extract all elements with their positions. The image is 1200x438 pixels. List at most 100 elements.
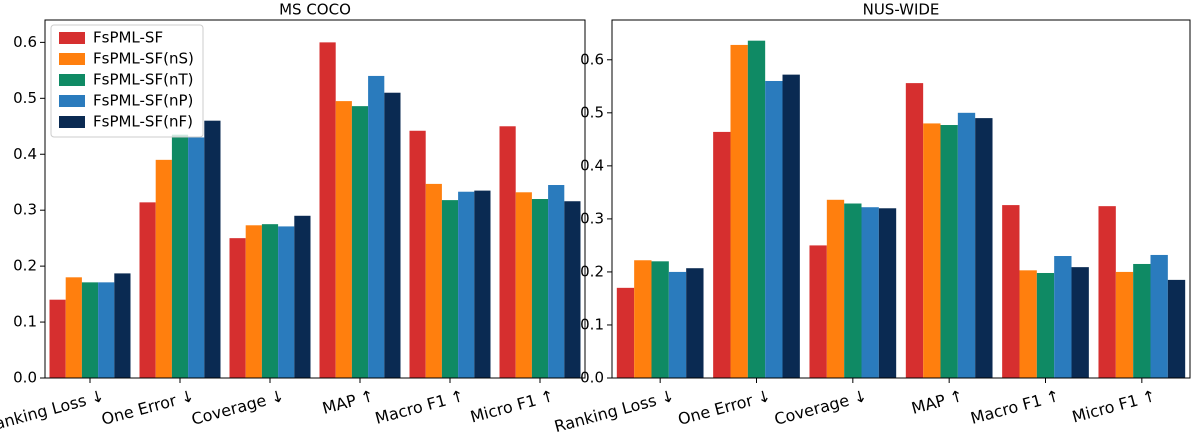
bar [1133,263,1151,378]
bar [351,106,369,379]
bar [98,282,115,378]
x-tick-label: Ranking Loss ↓ [552,386,676,436]
x-tick-label: Macro F1 ↑ [373,386,466,428]
bar [564,201,581,378]
bar [861,207,879,378]
x-tick-label: Macro F1 ↑ [969,386,1062,428]
chart-panel: MS COCO 0.0 0.1 0.2 0.3 0.4 0.5 0.6 Ranking Loss… [0,1,586,436]
bar [844,203,862,378]
y-tick-label: 0.3 [580,209,604,227]
x-tick-label: One Error ↓ [99,386,196,429]
y-tick-label: 0.1 [13,313,37,331]
y-tick-label: 0.5 [13,89,37,107]
bar [458,191,475,378]
bar [384,92,401,378]
bar [634,260,652,378]
bar [782,74,800,379]
bar [335,101,352,378]
legend-label: FsPML-SF(nP) [93,92,193,110]
bar [548,185,565,378]
bar [515,192,532,378]
bar [1036,272,1055,378]
y-tick-label: 0.1 [580,315,604,333]
bar [826,199,845,378]
plot-frame [611,19,1191,379]
chart-title: NUS-WIDE [863,1,940,19]
legend-label: FsPML-SF(nT) [93,71,193,89]
x-tick-label: Coverage ↓ [189,386,286,429]
legend-swatch [59,116,85,128]
bar [940,125,958,378]
legend-swatch [59,53,85,65]
y-tick-label: 0.2 [580,262,604,280]
y-tick-label: 0.5 [580,103,604,121]
bar [188,137,205,378]
bar [905,83,924,378]
bar [975,118,993,378]
bar [668,271,687,378]
bar [1071,267,1089,378]
bar [499,126,516,378]
bar [229,238,246,378]
bar [616,287,635,378]
legend-box [50,24,204,138]
bar [730,44,748,379]
y-tick-label: 0.3 [13,201,37,219]
bar [155,159,172,378]
bar [686,268,704,378]
chart-panel: NUS-WIDE 0.0 0.1 0.2 0.3 0.4 0.5 0.6 Ranking Los… [552,1,1191,436]
bar [81,282,99,378]
bar [747,40,766,378]
bar [1167,279,1186,378]
bar [294,215,311,378]
bar [1098,206,1116,378]
y-tick-label: 0.4 [13,145,37,163]
y-tick-label: 0.2 [13,257,37,275]
bar [531,199,549,378]
bar [923,123,941,378]
y-tick-label: 0.0 [580,369,604,387]
legend-label: FsPML-SF(nF) [93,113,193,131]
bar [1115,271,1134,378]
bar [278,226,295,378]
bar [425,183,442,378]
y-tick-label: 0.4 [580,156,604,174]
bar [1019,270,1037,378]
bar [1150,254,1168,378]
x-tick-label: One Error ↓ [676,386,773,429]
bar [204,120,221,378]
x-tick-label: Ranking Loss ↓ [0,386,106,436]
x-tick-label: Micro F1 ↑ [1070,386,1158,427]
bar [441,200,459,378]
bar [474,190,491,378]
bar [114,273,131,378]
bar [139,202,156,378]
bar [651,261,669,378]
chart-title: MS COCO [279,1,351,19]
bar [261,224,279,378]
bar [713,131,731,378]
legend-label: FsPML-SF(nS) [93,50,194,68]
legend-label: FsPML-SF [93,29,163,47]
bar [957,112,976,378]
bar [65,277,82,378]
bar [809,245,827,378]
x-tick-label: MAP ↑ [909,386,965,418]
bar [765,80,783,379]
bar [245,225,262,378]
plot-frame [44,19,586,379]
y-tick-label: 0.6 [13,33,37,51]
bar [171,134,189,378]
y-tick-label: 0.6 [580,50,604,68]
bar [319,42,336,378]
bar [1002,205,1020,378]
bar [878,208,897,378]
x-tick-label: Coverage ↓ [772,386,869,429]
legend-swatch [59,74,85,86]
legend-swatch [59,32,85,44]
bar [49,299,66,378]
bar [368,75,385,378]
bar [409,130,426,378]
y-tick-label: 0.0 [13,369,37,387]
